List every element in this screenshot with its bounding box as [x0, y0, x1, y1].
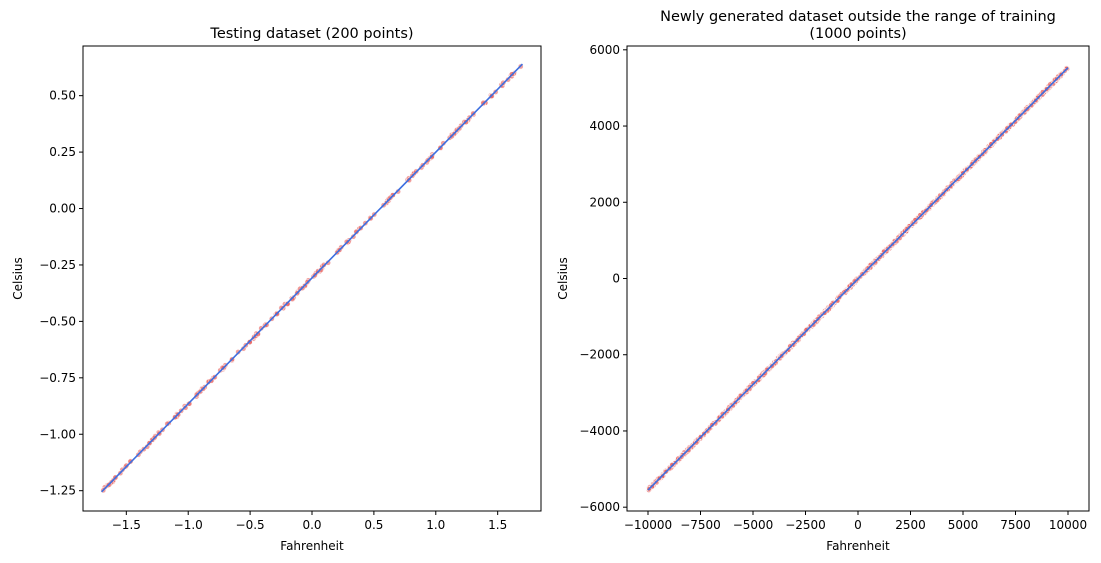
x-axis-label: Fahrenheit: [826, 539, 890, 553]
y-tick-label: 0.00: [49, 202, 76, 216]
y-tick-label: −0.75: [39, 371, 76, 385]
data-point: [934, 197, 940, 203]
x-axis-label: Fahrenheit: [280, 539, 344, 553]
y-tick-label: 6000: [589, 43, 620, 57]
y-tick-label: −1.25: [39, 484, 76, 498]
x-tick-label: 2500: [895, 518, 926, 532]
data-point: [284, 301, 291, 307]
data-point: [289, 296, 296, 302]
x-tick-label: −7500: [680, 518, 721, 532]
y-tick-label: −0.25: [39, 258, 76, 272]
y-tick-label: −4000: [579, 424, 620, 438]
x-tick-label: 0: [854, 518, 862, 532]
y-tick-label: −0.50: [39, 314, 76, 328]
y-tick-label: 0.50: [49, 89, 76, 103]
fit-line: [100, 63, 524, 493]
x-tick-label: −5000: [733, 518, 774, 532]
y-tick-label: 0.25: [49, 145, 76, 159]
x-tick-label: 0.0: [302, 518, 321, 532]
x-tick-label: 1.5: [488, 518, 507, 532]
y-tick-label: 2000: [589, 195, 620, 209]
chart-title: Testing dataset (200 points): [209, 26, 413, 42]
x-tick-label: 1.0: [426, 518, 445, 532]
y-tick-label: 0: [612, 272, 620, 286]
x-tick-label: 7500: [1000, 518, 1031, 532]
x-tick-label: −1.5: [112, 518, 141, 532]
data-point: [440, 140, 447, 147]
data-point: [219, 364, 226, 371]
x-tick-label: −2500: [785, 518, 826, 532]
chart-title: Newly generated dataset outside the rang…: [660, 9, 1056, 25]
chart-new-dataset: −10000 −7500 −5000 −2500 0 2500 5000 7500 10000 −…: [556, 9, 1090, 553]
x-tick-label: 5000: [948, 518, 979, 532]
data-point: [164, 420, 171, 427]
y-axis-label: Celsius: [11, 257, 25, 300]
data-point: [182, 404, 189, 411]
x-tick-label: −1.0: [174, 518, 203, 532]
y-axis-label: Celsius: [556, 257, 570, 300]
data-point: [255, 331, 261, 337]
y-tick-label: −6000: [579, 500, 620, 514]
y-tick-label: −1.00: [39, 427, 76, 441]
y-tick-label: −2000: [579, 348, 620, 362]
data-point: [186, 400, 193, 407]
data-point: [750, 380, 756, 386]
x-tick-label: 0.5: [364, 518, 383, 532]
data-point: [730, 403, 736, 409]
y-tick-label: 4000: [589, 119, 620, 133]
chart-title: (1000 points): [809, 26, 906, 42]
x-tick-label: −0.5: [236, 518, 265, 532]
x-tick-label: 10000: [1049, 518, 1087, 532]
x-tick-label: −10000: [624, 518, 672, 532]
chart-testing-dataset: −1.5 −1.0 −0.5 0.0 0.5 1.0 1.5 −1.25 −1.00 −0.75 −…: [11, 26, 542, 553]
data-point: [318, 267, 324, 273]
fit-line: [647, 67, 1069, 491]
